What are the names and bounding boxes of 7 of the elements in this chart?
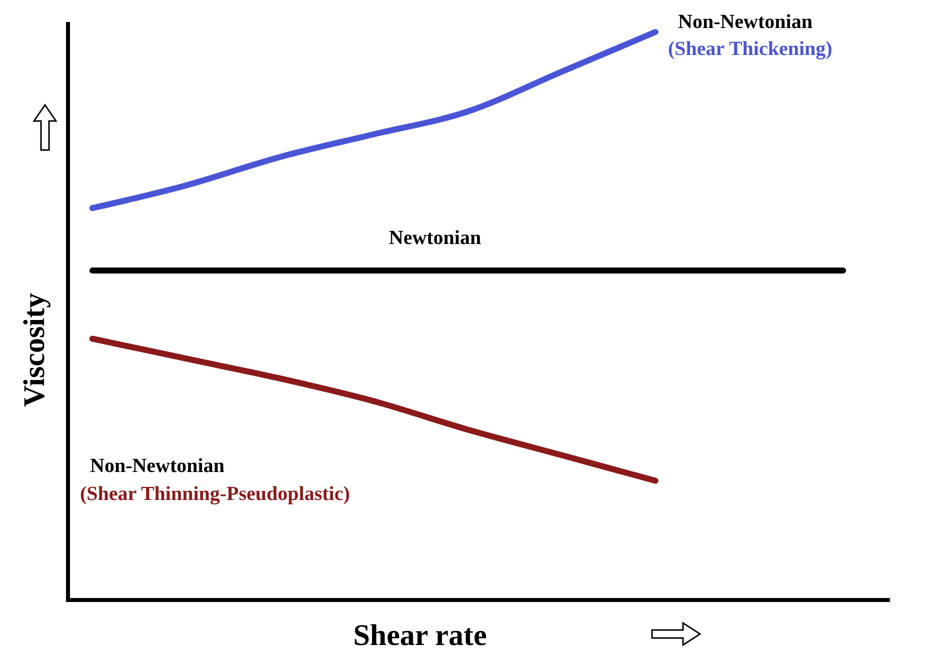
series-label: (Shear Thickening) [668,38,832,60]
annotation: Non-Newtonian [678,11,812,33]
text: (Shear Thinning-Pseudoplastic) [80,483,350,505]
x-axis-title: Shear rate [353,619,487,651]
series-label: Newtonian [388,227,482,249]
annotation: Non-Newtonian [90,455,224,477]
y-axis-title: Viscosity [18,293,51,407]
